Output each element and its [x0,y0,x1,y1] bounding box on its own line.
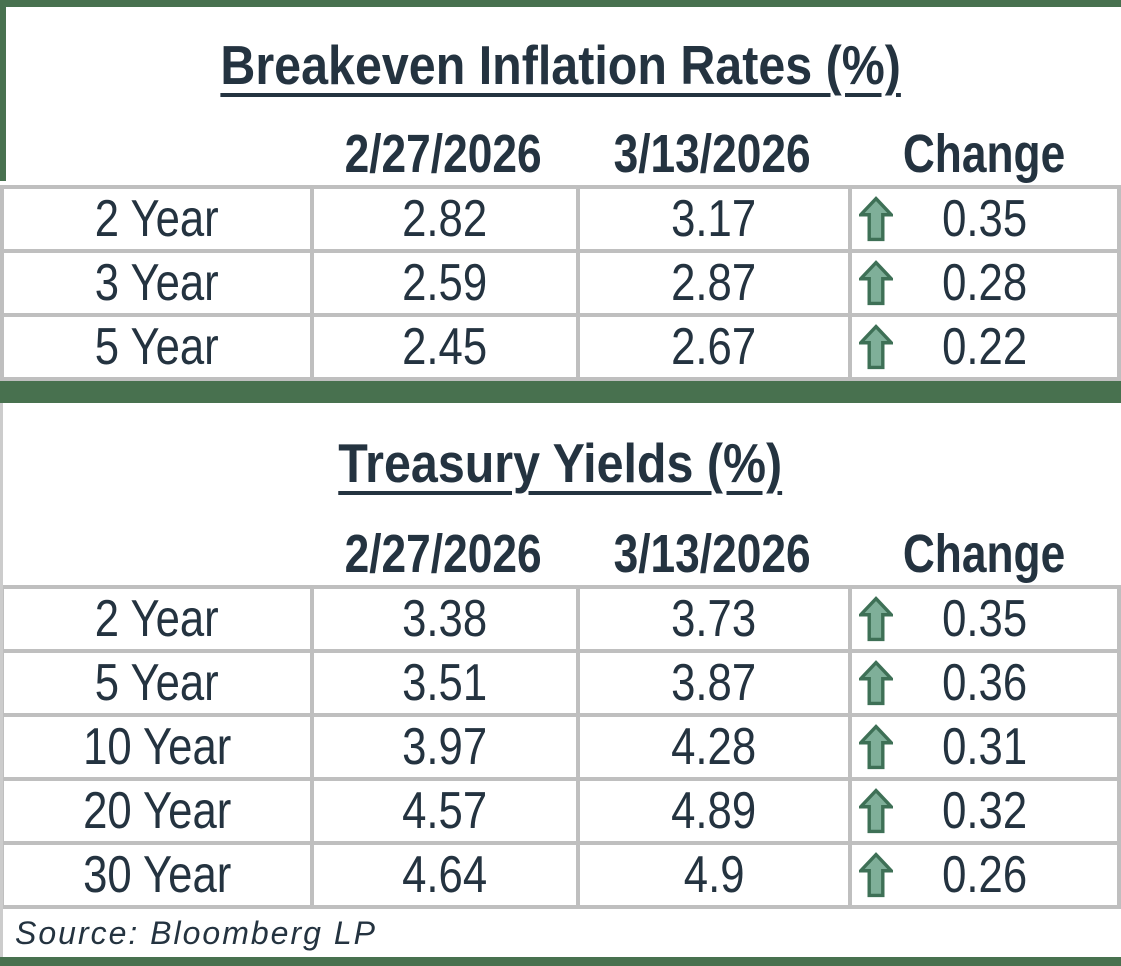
prev-value: 4.57 [314,781,576,841]
header-curr-date: 3/13/2026 [613,524,811,584]
row-label: 5 Year [4,653,310,713]
up-arrow-icon [859,852,893,898]
left-edge-line [0,403,3,957]
curr-value-text: 3.87 [671,654,757,712]
row-label-text: 5 Year [95,654,219,712]
curr-value-text: 3.17 [671,190,757,248]
up-arrow-icon [859,596,893,642]
change-value: 0.32 [852,781,1117,841]
up-arrow-icon [859,260,893,306]
change-value-text: 0.28 [941,254,1028,312]
treasury-header-row: 2/27/2026 3/13/2026 Change [0,523,1121,584]
row-label: 30 Year [4,845,310,905]
change-value: 0.36 [852,653,1117,713]
row-label: 3 Year [4,253,310,313]
row-label-text: 2 Year [95,190,219,248]
curr-value: 3.73 [580,589,848,649]
row-label: 5 Year [4,317,310,377]
top-border-bar [0,0,1121,7]
change-value: 0.35 [852,189,1117,249]
breakeven-section: Breakeven Inflation Rates (%) 2/27/2026 … [0,7,1121,381]
change-value: 0.28 [852,253,1117,313]
source-note-row: Source: Bloomberg LP [0,909,1121,957]
change-value: 0.31 [852,717,1117,777]
up-arrow-icon [859,196,893,242]
prev-value: 4.64 [314,845,576,905]
up-arrow-icon [859,724,893,770]
change-value: 0.22 [852,317,1117,377]
prev-value-text: 3.97 [402,718,488,776]
treasury-title-row: Treasury Yields (%) [0,403,1121,497]
curr-value: 4.9 [580,845,848,905]
header-change: Change [903,124,1066,184]
prev-value: 2.59 [314,253,576,313]
breakeven-title: Breakeven Inflation Rates (%) [220,34,901,96]
prev-value-text: 2.59 [402,254,488,312]
curr-value-text: 4.89 [671,782,757,840]
row-label-text: 10 Year [82,718,232,776]
section-divider-bar [0,381,1121,403]
treasury-title: Treasury Yields (%) [338,432,783,494]
row-label-text: 30 Year [82,846,232,904]
prev-value: 2.82 [314,189,576,249]
change-value-text: 0.31 [941,718,1028,776]
up-arrow-icon [859,324,893,370]
change-value-text: 0.32 [941,782,1028,840]
curr-value: 3.17 [580,189,848,249]
breakeven-header-row: 2/27/2026 3/13/2026 Change [0,123,1121,184]
breakeven-table: 2 Year 2.82 3.17 0.35 3 Year 2.59 2.87 0.28 5 Ye… [0,185,1121,381]
up-arrow-icon [859,660,893,706]
curr-value: 4.28 [580,717,848,777]
curr-value-text: 3.73 [671,590,757,648]
prev-value-text: 3.38 [402,590,488,648]
curr-value: 3.87 [580,653,848,713]
curr-value-text: 2.87 [671,254,757,312]
prev-value-text: 4.64 [402,846,488,904]
treasury-table: 2 Year 3.38 3.73 0.35 5 Year 3.51 3.87 0.36 10 Y… [0,585,1121,909]
change-value: 0.35 [852,589,1117,649]
curr-value: 2.67 [580,317,848,377]
header-curr-date: 3/13/2026 [613,124,811,184]
row-label: 2 Year [4,189,310,249]
change-value-text: 0.35 [941,590,1028,648]
prev-value: 2.45 [314,317,576,377]
prev-value: 3.38 [314,589,576,649]
prev-value-text: 3.51 [402,654,488,712]
treasury-section: Treasury Yields (%) 2/27/2026 3/13/2026 … [0,403,1121,909]
header-change: Change [903,524,1066,584]
prev-value-text: 2.82 [402,190,488,248]
change-value-text: 0.26 [941,846,1028,904]
change-value-text: 0.35 [941,190,1028,248]
change-value-text: 0.22 [941,318,1028,376]
prev-value-text: 4.57 [402,782,488,840]
change-value-text: 0.36 [941,654,1028,712]
curr-value-text: 2.67 [671,318,757,376]
curr-value: 2.87 [580,253,848,313]
up-arrow-icon [859,788,893,834]
header-prev-date: 2/27/2026 [344,124,542,184]
row-label-text: 2 Year [95,590,219,648]
change-value: 0.26 [852,845,1117,905]
row-label-text: 5 Year [95,318,219,376]
row-label: 10 Year [4,717,310,777]
prev-value: 3.97 [314,717,576,777]
curr-value: 4.89 [580,781,848,841]
left-border-strip [0,0,6,181]
row-label: 2 Year [4,589,310,649]
source-note: Source: Bloomberg LP [15,914,377,951]
breakeven-title-row: Breakeven Inflation Rates (%) [0,7,1121,97]
header-prev-date: 2/27/2026 [344,524,542,584]
prev-value-text: 2.45 [402,318,488,376]
row-label: 20 Year [4,781,310,841]
bottom-border-bar [0,957,1121,966]
row-label-text: 20 Year [82,782,232,840]
curr-value-text: 4.9 [683,846,745,904]
curr-value-text: 4.28 [671,718,757,776]
row-label-text: 3 Year [95,254,219,312]
prev-value: 3.51 [314,653,576,713]
